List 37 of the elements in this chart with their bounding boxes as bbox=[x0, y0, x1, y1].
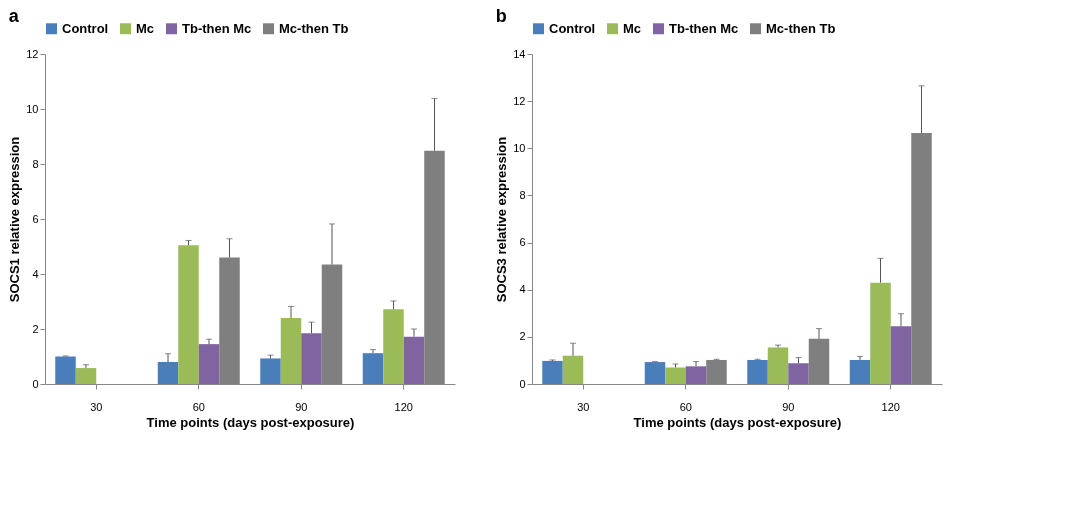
legend-label: Control bbox=[549, 20, 596, 36]
y-tick-label: 6 bbox=[32, 212, 39, 225]
legend-label: Tb-then Mc bbox=[669, 20, 739, 36]
chart-title: a bbox=[8, 6, 20, 26]
y-axis-title: SOCS1 relative expression bbox=[7, 136, 23, 303]
x-tick-label: 90 bbox=[295, 400, 308, 413]
x-tick-label: 60 bbox=[192, 400, 205, 413]
legend-label: Mc-then Tb bbox=[279, 20, 349, 36]
y-tick-label: 6 bbox=[519, 236, 526, 249]
y-tick-label: 2 bbox=[32, 322, 39, 335]
y-tick-label: 4 bbox=[32, 267, 39, 280]
legend-label: Tb-then Mc bbox=[182, 20, 252, 36]
legend-label: Mc bbox=[136, 20, 155, 36]
x-tick-label: 120 bbox=[394, 400, 413, 413]
y-tick-label: 0 bbox=[32, 377, 39, 390]
x-tick-label: 60 bbox=[679, 400, 692, 413]
legend-label: Mc bbox=[623, 20, 642, 36]
legend-label: Control bbox=[62, 20, 109, 36]
y-tick-label: 12 bbox=[26, 47, 39, 60]
y-tick-label: 14 bbox=[513, 47, 526, 60]
y-tick-label: 10 bbox=[26, 102, 39, 115]
y-axis-title: SOCS3 relative expression bbox=[494, 136, 510, 303]
x-tick-label: 30 bbox=[90, 400, 103, 413]
x-tick-label: 30 bbox=[577, 400, 590, 413]
legend-label: Mc-then Tb bbox=[766, 20, 836, 36]
y-tick-label: 2 bbox=[519, 330, 526, 343]
x-tick-label: 120 bbox=[881, 400, 900, 413]
y-tick-label: 8 bbox=[32, 157, 39, 170]
y-tick-label: 10 bbox=[513, 141, 526, 154]
y-tick-label: 12 bbox=[513, 94, 526, 107]
x-axis-title: Time points (days post-exposure) bbox=[633, 414, 842, 430]
x-axis-title: Time points (days post-exposure) bbox=[146, 414, 355, 430]
y-tick-label: 4 bbox=[519, 283, 526, 296]
y-tick-label: 8 bbox=[519, 188, 526, 201]
x-tick-label: 90 bbox=[782, 400, 795, 413]
y-tick-label: 0 bbox=[519, 377, 526, 390]
chart-title: b bbox=[495, 6, 507, 26]
